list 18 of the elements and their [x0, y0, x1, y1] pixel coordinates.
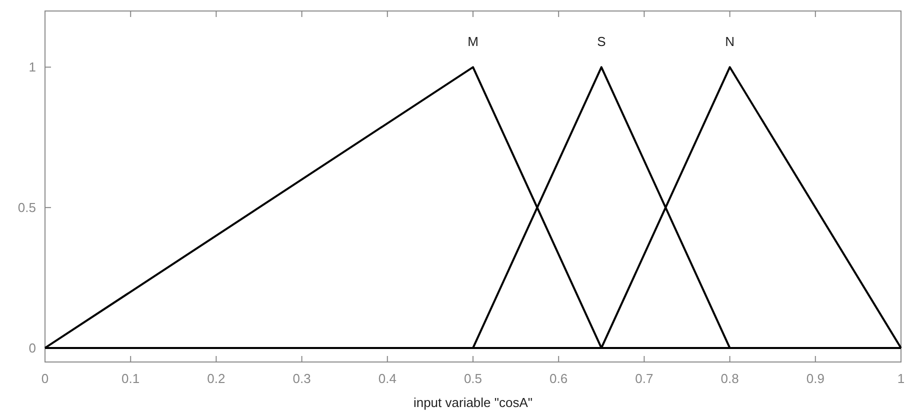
x-axis-title: input variable "cosA"	[413, 395, 533, 410]
x-tick-label: 0.4	[378, 371, 396, 386]
x-tick-label: 0	[41, 371, 49, 386]
x-tick-label: 0.7	[635, 371, 654, 386]
series-label: N	[725, 34, 734, 50]
x-tick-label: 0.6	[550, 371, 568, 386]
x-tick-label: 0.1	[122, 371, 140, 386]
series-label: S	[597, 34, 606, 50]
x-tick-label: 0.5	[464, 371, 482, 386]
series-label: M	[468, 34, 478, 50]
y-tick-label: 0.5	[18, 200, 36, 216]
x-tick-label: 0.8	[720, 371, 739, 386]
x-tick-label: 1	[897, 371, 905, 386]
y-tick-label: 0	[28, 340, 36, 356]
x-tick-label: 0.2	[207, 371, 226, 386]
x-tick-label: 0.3	[292, 371, 311, 386]
x-tick-label: 0.9	[806, 371, 824, 386]
y-tick-label: 1	[28, 60, 36, 75]
